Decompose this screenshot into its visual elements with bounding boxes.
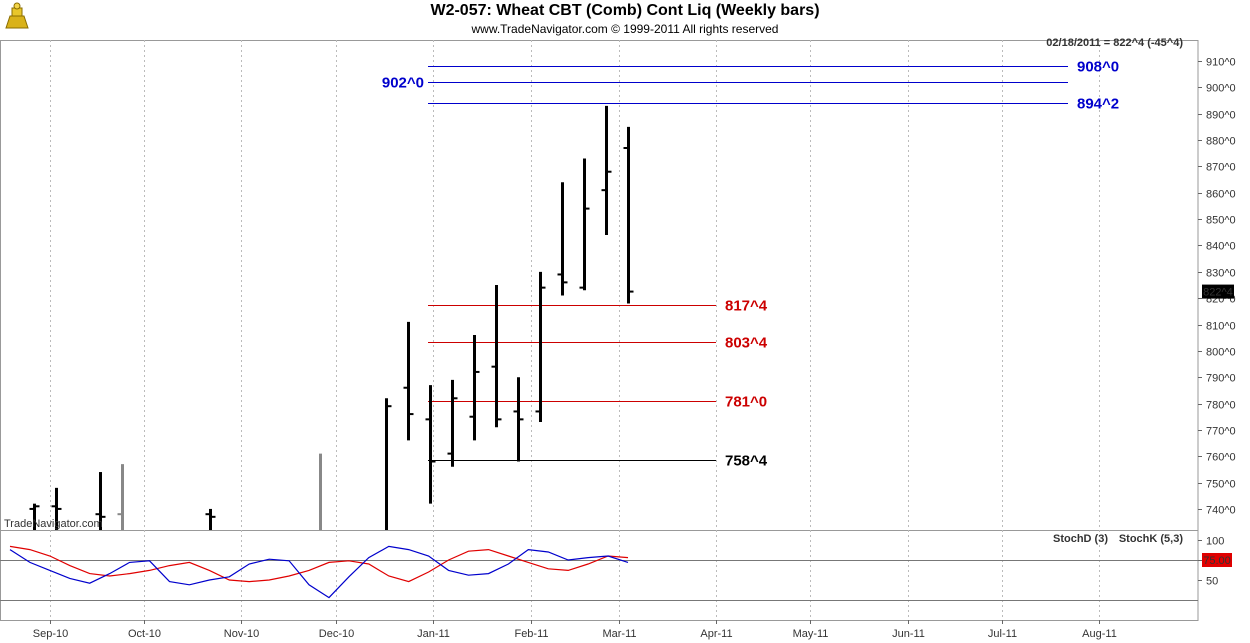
y-tick-label: 870^0 — [1206, 162, 1236, 174]
plot-frame — [0, 40, 1199, 621]
y-tick-label: 860^0 — [1206, 189, 1236, 201]
y-tick-label: 770^0 — [1206, 426, 1236, 438]
y-tick-label: 890^0 — [1206, 110, 1236, 122]
level-label: 908^0 — [1077, 59, 1119, 76]
y-tick-label: 760^0 — [1206, 452, 1236, 464]
x-tick-label: Apr-11 — [700, 628, 732, 640]
watermark-text: TradeNavigator.com — [4, 518, 103, 530]
chart-subtitle: www.TradeNavigator.com © 1999-2011 All r… — [471, 22, 779, 36]
stochK-legend: StochK (5,3) — [1119, 533, 1184, 545]
level-label: 894^2 — [1077, 96, 1119, 113]
x-tick-label: Sep-10 — [33, 628, 68, 640]
x-tick-label: May-11 — [793, 628, 829, 640]
y-tick-label: 740^0 — [1206, 505, 1236, 517]
y-tick-label: 900^0 — [1206, 83, 1236, 95]
y-tick-label: 910^0 — [1206, 57, 1236, 69]
x-tick-label: Jul-11 — [988, 628, 1017, 640]
y-tick-label: 880^0 — [1206, 136, 1236, 148]
stochD-legend: StochD (3) — [1053, 533, 1108, 545]
trade-navigator-logo — [2, 2, 32, 37]
x-tick-label: Feb-11 — [514, 628, 548, 640]
y-tick-label: 790^0 — [1206, 373, 1236, 385]
stoch-y-tick-label: 50 — [1206, 576, 1218, 588]
y-tick-label: 830^0 — [1206, 268, 1236, 280]
level-label: 758^4 — [725, 453, 768, 470]
level-label: 803^4 — [725, 335, 768, 352]
y-tick-label: 810^0 — [1206, 321, 1236, 333]
x-tick-label: Mar-11 — [602, 628, 636, 640]
date-price-readout: 02/18/2011 = 822^4 (-45^4) — [1046, 37, 1183, 49]
level-label: 902^0 — [382, 75, 424, 92]
y-tick-label: 780^0 — [1206, 400, 1236, 412]
y-tick-label: 850^0 — [1206, 215, 1236, 227]
stoch-y-tick-label: 100 — [1206, 536, 1224, 548]
last-price-label: 822^4 — [1203, 287, 1233, 299]
level-label: 817^4 — [725, 298, 768, 315]
x-tick-label: Dec-10 — [319, 628, 354, 640]
stoch-series-line — [9, 545, 629, 599]
x-tick-label: Oct-10 — [128, 628, 161, 640]
x-tick-label: Jan-11 — [417, 628, 450, 640]
y-tick-label: 750^0 — [1206, 479, 1236, 491]
stoch-last-label: 75.00 — [1203, 555, 1231, 567]
stoch-last-box — [1202, 553, 1232, 567]
last-price-box — [1202, 284, 1234, 299]
y-tick-label: 800^0 — [1206, 347, 1236, 359]
y-tick-label: 840^0 — [1206, 241, 1236, 253]
chart-title: W2-057: Wheat CBT (Comb) Cont Liq (Weekl… — [430, 2, 820, 19]
stoch-series-line — [9, 545, 629, 583]
x-tick-label: Nov-10 — [224, 628, 259, 640]
x-tick-label: Jun-11 — [892, 628, 925, 640]
level-label: 781^0 — [725, 394, 767, 411]
x-tick-label: Aug-11 — [1082, 628, 1117, 640]
